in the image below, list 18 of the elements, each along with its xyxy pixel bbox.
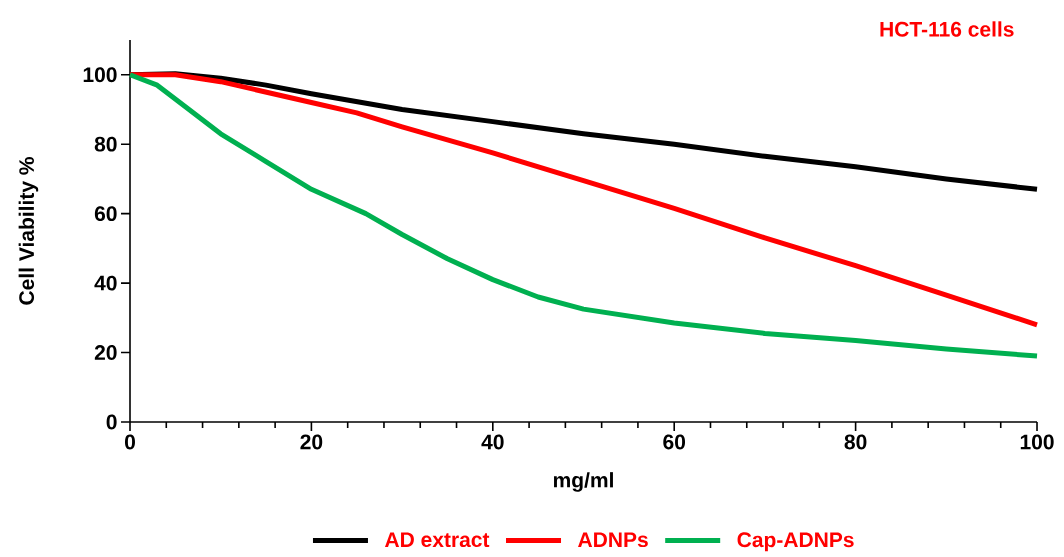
x-tick-label: 60 bbox=[663, 434, 686, 450]
y-tick-label: 20 bbox=[94, 345, 117, 360]
y-axis-title: Cell Viability % bbox=[18, 157, 39, 305]
y-tick-label: 100 bbox=[83, 67, 117, 83]
chart-title: HCT-116 cells bbox=[880, 21, 1014, 37]
x-axis-title: mg/ml bbox=[553, 472, 613, 492]
x-tick-label: 80 bbox=[844, 434, 867, 450]
x-tick-label: 40 bbox=[481, 434, 504, 450]
y-tick-label: 60 bbox=[94, 206, 117, 222]
y-tick-label: 80 bbox=[94, 136, 117, 152]
legend-label: Cap-ADNPs bbox=[737, 532, 854, 552]
x-tick-label: 0 bbox=[124, 434, 135, 450]
x-tick-label: 100 bbox=[1020, 434, 1054, 450]
y-tick-label: 40 bbox=[94, 275, 117, 291]
x-tick-label: 20 bbox=[300, 434, 323, 450]
y-tick-label: 0 bbox=[106, 414, 117, 430]
legend-label: AD extract bbox=[384, 532, 490, 548]
legend-label: ADNPs bbox=[578, 532, 648, 548]
